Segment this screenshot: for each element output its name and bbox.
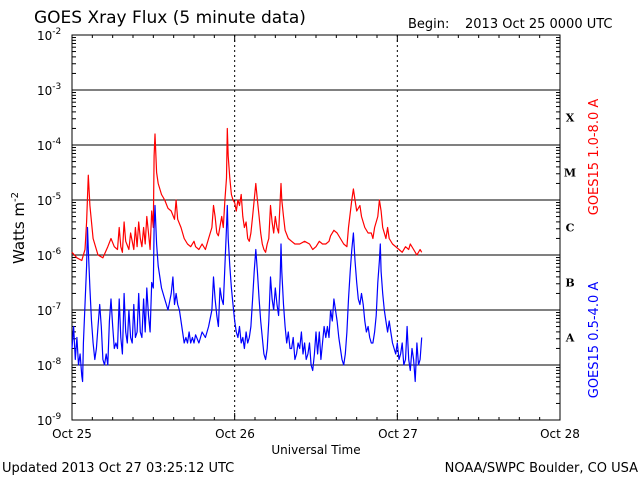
y-tick-label-base: 10 (37, 29, 52, 43)
x-tick-label-oct26: Oct 26 (215, 427, 255, 441)
y-tick-label-exponent: -6 (52, 247, 61, 257)
updated-timestamp: Updated 2013 Oct 27 03:25:12 UTC (2, 461, 234, 476)
flare-class-label: C (566, 222, 575, 235)
y-tick-label: 10-4 (37, 137, 62, 153)
y-tick-label-exponent: -7 (52, 302, 61, 312)
flare-class-labels: A B C M X (564, 112, 576, 345)
series-line-short (71, 204, 423, 383)
y-tick-label: 10-7 (37, 302, 61, 318)
y-tick-label-base: 10 (37, 414, 52, 428)
x-tick-label-oct25: Oct 25 (52, 427, 92, 441)
grid-layer (71, 35, 561, 420)
y-tick-label: 10-6 (37, 247, 62, 263)
x-axis-title: Universal Time (271, 443, 360, 457)
y-tick-label-exponent: -5 (52, 192, 61, 202)
flare-class-label: B (565, 277, 574, 290)
y-tick-label-exponent: -2 (52, 27, 61, 37)
x-tick-label-oct27: Oct 27 (378, 427, 418, 441)
series-label-short: GOES15 0.5-4.0 A (587, 282, 602, 399)
y-tick-label: 10-9 (37, 412, 62, 428)
flare-class-label: A (565, 332, 575, 345)
begin-value: 2013 Oct 25 0000 UTC (465, 17, 613, 32)
y-axis-title-exponent: -2 (10, 192, 21, 202)
chart-title: GOES Xray Flux (5 minute data) (34, 8, 306, 28)
y-tick-label-exponent: -9 (52, 412, 61, 422)
flare-class-label: M (564, 167, 576, 180)
y-axis-title-base: Watts m (10, 202, 28, 264)
y-tick-label-exponent: -8 (52, 357, 61, 367)
plot-frame (71, 34, 561, 421)
y-tick-label-base: 10 (37, 84, 52, 98)
y-tick-label: 10-3 (37, 82, 61, 98)
y-axis-title: Watts m-2 (10, 192, 28, 264)
begin-label: Begin: (408, 17, 449, 32)
y-tick-label-base: 10 (37, 359, 52, 373)
y-tick-label: 10-2 (37, 27, 61, 43)
series-layer (71, 127, 423, 383)
y-tick-label-base: 10 (37, 304, 52, 318)
y-tick-label-exponent: -4 (52, 137, 61, 147)
source-credit: NOAA/SWPC Boulder, CO USA (445, 461, 638, 476)
y-tick-label-base: 10 (37, 139, 52, 153)
x-tick-label-oct28: Oct 28 (540, 427, 580, 441)
flare-class-label: X (566, 112, 575, 125)
y-tick-label-base: 10 (37, 194, 52, 208)
series-line-long (71, 127, 423, 262)
y-tick-label: 10-5 (37, 192, 61, 208)
y-tick-label: 10-8 (37, 357, 62, 373)
y-tick-labels: 10-910-810-710-610-510-410-310-2 (37, 27, 62, 428)
series-label-long: GOES15 1.0-8.0 A (587, 99, 602, 216)
y-tick-label-base: 10 (37, 249, 52, 263)
y-tick-label-exponent: -3 (52, 82, 61, 92)
